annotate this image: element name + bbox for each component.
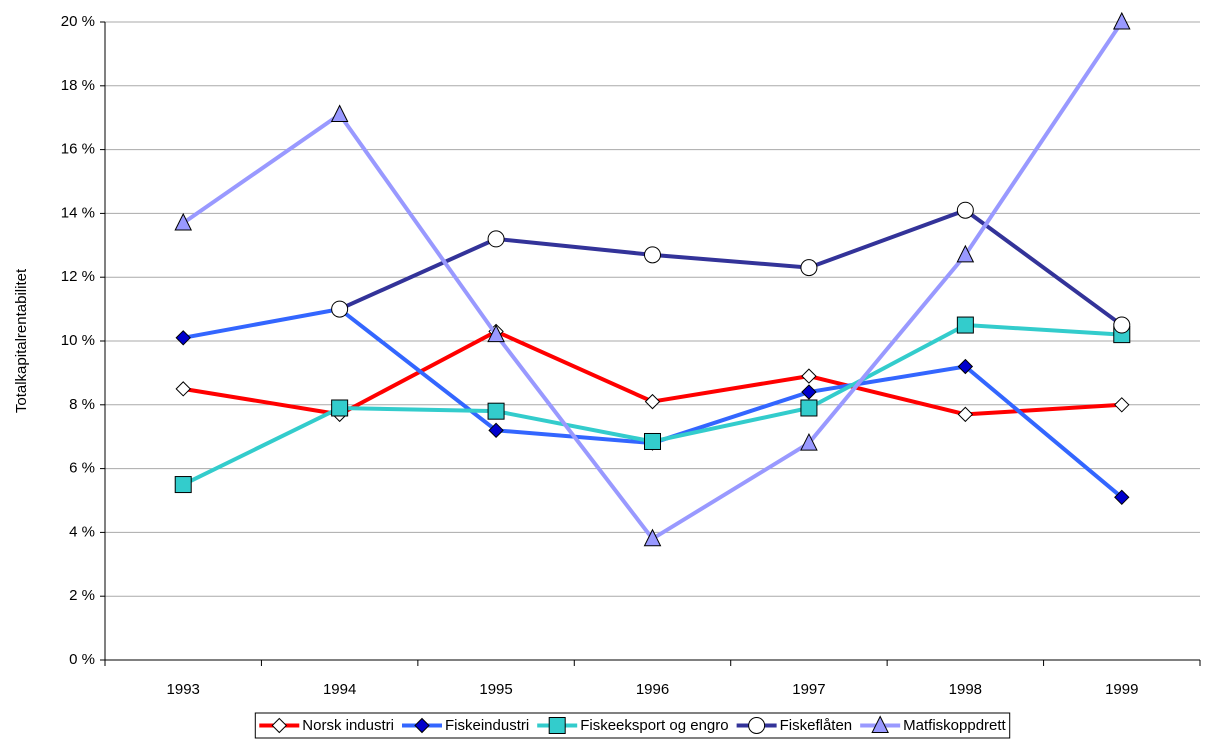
legend-label: Norsk industri xyxy=(302,717,394,734)
marker xyxy=(414,717,430,734)
marker xyxy=(1112,11,1131,30)
y-tick-label: 2 % xyxy=(69,587,95,604)
marker xyxy=(1114,397,1130,413)
marker xyxy=(871,715,889,733)
marker xyxy=(487,402,505,420)
marker xyxy=(748,717,766,734)
marker xyxy=(548,717,566,734)
marker xyxy=(331,300,349,318)
marker xyxy=(956,244,975,263)
marker xyxy=(801,368,817,384)
y-tick-label: 16 % xyxy=(61,141,95,158)
legend: Norsk industri Fiskeindustri Fiskeeksport … xyxy=(254,712,1011,739)
y-axis-label: Totalkapitalrentabilitet xyxy=(13,268,30,413)
marker xyxy=(800,432,818,451)
marker xyxy=(330,104,349,123)
marker xyxy=(956,316,974,334)
marker xyxy=(644,246,661,264)
x-tick-label: 1999 xyxy=(1105,681,1138,698)
y-tick-label: 6 % xyxy=(69,460,95,477)
y-tick-label: 8 % xyxy=(69,396,95,413)
marker xyxy=(487,230,505,248)
marker xyxy=(487,324,505,343)
marker xyxy=(644,393,661,410)
y-tick-label: 12 % xyxy=(61,268,95,285)
x-tick-label: 1996 xyxy=(636,681,669,698)
marker xyxy=(175,381,191,397)
marker xyxy=(174,212,193,231)
marker xyxy=(957,406,974,423)
marker xyxy=(1114,489,1130,506)
marker xyxy=(800,259,818,277)
y-tick-label: 18 % xyxy=(61,77,95,94)
legend-label: Fiskeflåten xyxy=(780,717,853,734)
y-tick-label: 4 % xyxy=(69,523,95,540)
y-tick-label: 14 % xyxy=(61,204,95,221)
series-line xyxy=(182,20,1124,542)
marker xyxy=(1113,316,1131,334)
y-tick-label: 0 % xyxy=(69,651,95,668)
marker xyxy=(271,717,287,734)
marker xyxy=(331,399,349,417)
series-line xyxy=(338,207,1123,327)
x-tick-label: 1995 xyxy=(479,681,512,698)
marker xyxy=(644,432,661,450)
marker xyxy=(957,358,974,375)
legend-label: Fiskeeksport og engro xyxy=(580,717,728,734)
marker xyxy=(956,201,974,219)
x-tick-label: 1994 xyxy=(323,681,356,698)
y-tick-label: 10 % xyxy=(61,332,95,349)
marker xyxy=(488,422,504,439)
marker xyxy=(643,528,662,547)
x-tick-label: 1998 xyxy=(949,681,982,698)
x-tick-label: 1993 xyxy=(167,681,200,698)
x-tick-label: 1997 xyxy=(792,681,825,698)
y-tick-label: 20 % xyxy=(61,13,95,30)
marker xyxy=(800,399,818,417)
legend-label: Fiskeindustri xyxy=(445,717,529,734)
marker xyxy=(174,476,192,494)
legend-label: Matfiskoppdrett xyxy=(903,717,1006,734)
marker xyxy=(801,384,817,400)
marker xyxy=(175,330,191,346)
